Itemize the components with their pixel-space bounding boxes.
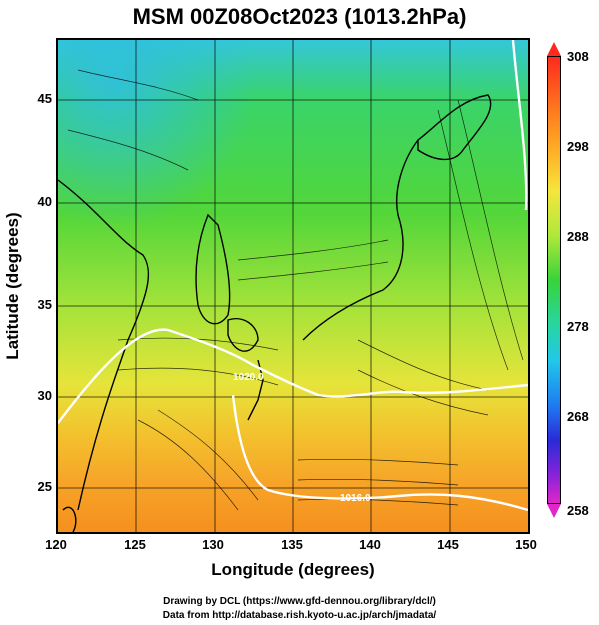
map-plot-area: 1020.0 1016.0 bbox=[56, 38, 530, 534]
map-title: MSM 00Z08Oct2023 (1013.2hPa) bbox=[132, 4, 467, 29]
colorbar bbox=[547, 56, 561, 504]
credit-drawing: Drawing by DCL (https://www.gfd-dennou.o… bbox=[163, 596, 436, 607]
credit-data: Data from http://database.rish.kyoto-u.a… bbox=[162, 610, 437, 621]
wind-streamlines bbox=[67, 69, 524, 511]
x-tick-145: 145 bbox=[437, 537, 459, 552]
x-tick-125: 125 bbox=[124, 537, 146, 552]
colorbar-tick-268: 268 bbox=[567, 409, 589, 424]
x-tick-130: 130 bbox=[202, 537, 224, 552]
isobar-label-1020: 1020.0 bbox=[233, 372, 264, 383]
graticule bbox=[58, 40, 528, 532]
colorbar-tick-298: 298 bbox=[567, 139, 589, 154]
x-tick-135: 135 bbox=[281, 537, 303, 552]
korea-coast bbox=[195, 213, 231, 325]
colorbar-tick-278: 278 bbox=[567, 319, 589, 334]
y-tick-25: 25 bbox=[37, 479, 52, 494]
colorbar-tick-308: 308 bbox=[567, 49, 589, 64]
china-coast bbox=[58, 179, 150, 511]
colorbar-tick-258: 258 bbox=[567, 503, 589, 518]
isobar-east bbox=[511, 40, 528, 211]
colorbar-min-arrow bbox=[547, 504, 561, 518]
colorbar-tick-288: 288 bbox=[567, 229, 589, 244]
isobar-contours bbox=[58, 40, 528, 512]
x-axis-label: Longitude (degrees) bbox=[211, 560, 375, 579]
hokkaido-coast bbox=[417, 94, 492, 161]
x-tick-150: 150 bbox=[515, 537, 537, 552]
x-tick-140: 140 bbox=[359, 537, 381, 552]
taiwan-coast bbox=[62, 506, 77, 532]
x-tick-120: 120 bbox=[45, 537, 67, 552]
isobar-1016 bbox=[231, 394, 528, 512]
y-tick-45: 45 bbox=[37, 91, 52, 106]
y-tick-40: 40 bbox=[37, 194, 52, 209]
y-tick-35: 35 bbox=[37, 297, 52, 312]
isobar-label-1016: 1016.0 bbox=[340, 493, 371, 504]
colorbar-max-arrow bbox=[547, 42, 561, 56]
y-tick-30: 30 bbox=[37, 388, 52, 403]
isobar-1020 bbox=[58, 328, 528, 424]
map-canvas: 1020.0 1016.0 bbox=[58, 40, 528, 532]
honshu-coast bbox=[302, 139, 419, 341]
y-axis-label: Latitude (degrees) bbox=[3, 212, 22, 360]
